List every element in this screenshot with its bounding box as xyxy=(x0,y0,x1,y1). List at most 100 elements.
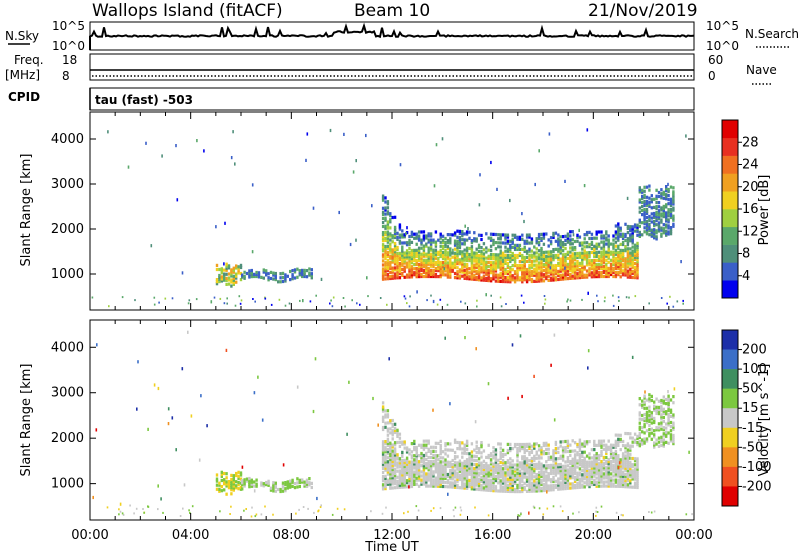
echo-cell xyxy=(557,469,560,473)
echo-cell xyxy=(381,267,385,271)
echo-cell xyxy=(420,443,423,447)
echo-cell xyxy=(381,442,385,446)
echo-cell xyxy=(468,462,471,466)
echo-cell xyxy=(396,260,399,264)
echo-cell xyxy=(444,261,447,265)
echo-cell xyxy=(470,466,474,470)
echo-cell xyxy=(274,276,277,280)
echo-cell xyxy=(530,456,534,461)
echo-cell xyxy=(384,448,387,452)
echo-cell xyxy=(669,230,673,234)
echo-cell xyxy=(581,463,584,467)
echo-cell xyxy=(653,213,656,218)
echo-cell xyxy=(494,477,498,481)
echo-cell xyxy=(432,455,435,460)
echo-cell xyxy=(456,245,459,249)
echo-cell xyxy=(672,425,675,429)
echo-cell xyxy=(499,245,502,249)
echo-cell xyxy=(453,276,457,280)
echo-cell xyxy=(657,211,661,215)
echo-cell xyxy=(384,456,387,460)
echo-cell xyxy=(609,258,613,262)
echo-cell xyxy=(293,486,297,490)
echo-cell xyxy=(384,415,387,419)
echo-cell xyxy=(504,479,507,483)
y-tick-label: 2000 xyxy=(51,222,84,237)
echo-cell xyxy=(485,262,488,266)
echo-cell xyxy=(645,211,649,216)
echo-cell xyxy=(564,238,567,242)
echo-cell xyxy=(593,260,596,265)
echo-cell xyxy=(470,249,474,253)
echo-cell xyxy=(461,242,464,246)
echo-cell xyxy=(557,255,560,259)
echo-cell xyxy=(437,474,440,478)
echo-cell xyxy=(648,419,651,423)
echo-cell xyxy=(602,480,606,484)
echo-cell xyxy=(578,463,582,467)
echo-cell xyxy=(636,266,639,270)
echo-cell xyxy=(537,267,541,271)
echo-cell xyxy=(525,255,529,259)
echo-cell xyxy=(509,477,512,481)
echo-cell xyxy=(439,452,442,456)
echo-cell xyxy=(475,475,478,479)
echo-cell xyxy=(487,478,490,482)
echo-cell xyxy=(636,272,639,276)
echo-cell xyxy=(381,427,385,432)
echo-cell xyxy=(578,241,582,245)
echo-cell xyxy=(446,462,450,466)
echo-cell xyxy=(566,238,570,242)
echo-cell xyxy=(564,246,567,251)
echo-cell xyxy=(449,469,452,473)
echo-cell xyxy=(660,435,663,439)
echo-cell xyxy=(232,478,235,482)
echo-cell xyxy=(552,272,555,276)
echo-cell xyxy=(576,485,579,490)
echo-cell xyxy=(225,268,228,272)
echo-cell xyxy=(265,483,268,487)
echo-cell xyxy=(482,482,486,486)
echo-cell xyxy=(513,255,517,260)
echo-cell xyxy=(444,448,447,452)
echo-cell xyxy=(585,472,589,477)
echo-cell xyxy=(384,462,387,466)
echo-cell xyxy=(444,485,447,489)
echo-cell xyxy=(427,460,430,464)
echo-cell xyxy=(569,240,572,244)
echo-cell xyxy=(415,458,418,462)
echo-cell xyxy=(389,274,392,279)
echo-cell xyxy=(566,252,570,256)
echo-cell xyxy=(617,484,620,488)
echo-cell xyxy=(626,253,630,257)
echo-cell xyxy=(427,254,430,258)
echo-cell xyxy=(585,245,589,249)
echo-cell xyxy=(494,458,498,462)
echo-cell xyxy=(381,224,385,229)
echo-cell xyxy=(583,257,586,261)
echo-cell xyxy=(432,250,435,254)
echo-cell xyxy=(566,476,570,480)
echo-cell xyxy=(465,474,469,478)
echo-cell xyxy=(237,265,240,269)
echo-cell xyxy=(559,481,562,485)
echo-cell xyxy=(425,244,428,248)
echo-cell xyxy=(413,441,416,446)
echo-cell xyxy=(405,472,409,477)
echo-cell xyxy=(468,484,471,489)
echo-cell xyxy=(427,250,430,254)
echo-cell xyxy=(583,265,586,269)
echo-cell xyxy=(523,272,526,276)
echo-cell xyxy=(410,253,414,257)
echo-cell xyxy=(597,270,601,275)
echo-cell xyxy=(511,477,514,481)
echo-cell xyxy=(415,447,418,452)
echo-cell xyxy=(633,225,637,229)
echo-cell xyxy=(489,454,493,458)
echo-cell xyxy=(638,232,641,236)
echo-cell xyxy=(566,240,570,244)
echo-cell xyxy=(408,472,411,476)
colorbar-frame xyxy=(721,329,739,507)
echo-cell xyxy=(401,233,404,237)
